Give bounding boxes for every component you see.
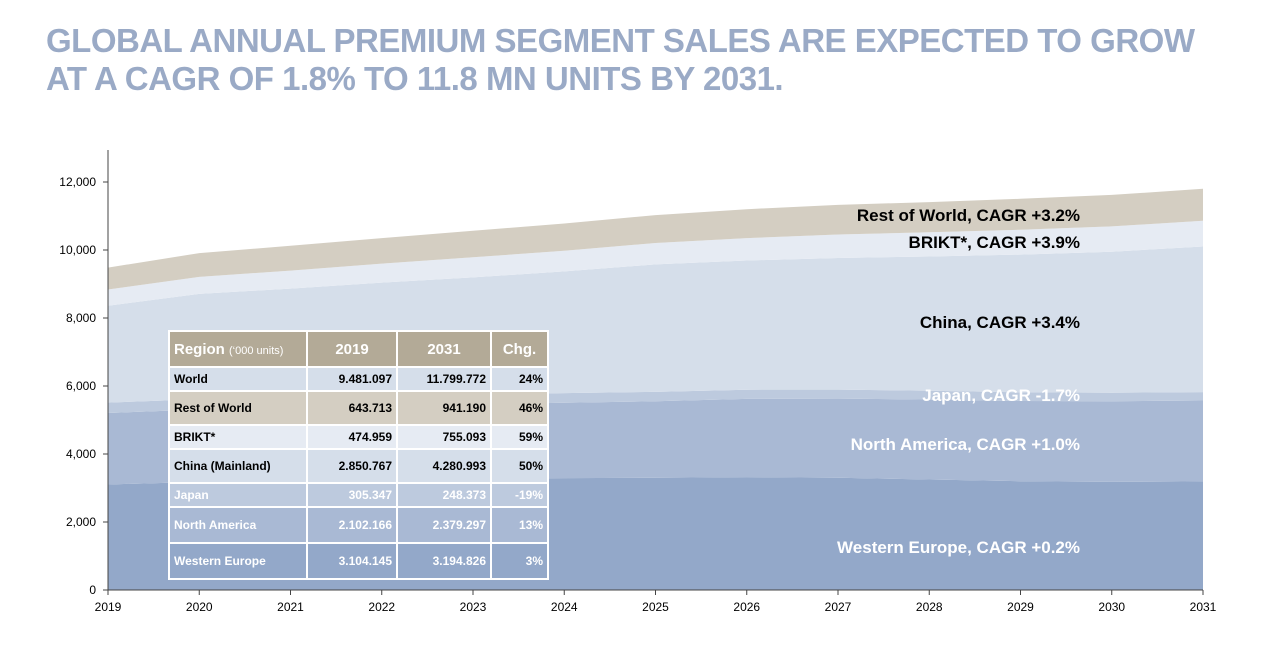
value-2031-cell: 2.379.297 xyxy=(396,506,492,544)
page-title: GLOBAL ANNUAL PREMIUM SEGMENT SALES ARE … xyxy=(46,22,1195,97)
value-2019-cell: 643.713 xyxy=(306,390,398,426)
header-change: Chg. xyxy=(490,330,549,368)
table-row: North America 2.102.166 2.379.297 13% xyxy=(168,506,549,544)
value-2019-cell: 305.347 xyxy=(306,482,398,508)
table-row: World 9.481.097 11.799.772 24% xyxy=(168,366,549,392)
table-header-row: Region (‘000 units) 2019 2031 Chg. xyxy=(168,330,549,368)
series-label-brikt-: BRIKT*, CAGR +3.9% xyxy=(909,233,1080,252)
area-brikt- xyxy=(108,220,1203,306)
series-label-western-europe: Western Europe, CAGR +0.2% xyxy=(837,538,1080,557)
region-cell: Rest of World xyxy=(168,390,308,426)
y-tick-label: 2,000 xyxy=(66,515,96,529)
series-label-rest-of-world: Rest of World, CAGR +3.2% xyxy=(857,206,1080,225)
region-cell: BRIKT* xyxy=(168,424,308,450)
x-tick-label: 2023 xyxy=(460,600,487,614)
region-cell: China (Mainland) xyxy=(168,448,308,484)
value-2031-cell: 941.190 xyxy=(396,390,492,426)
change-cell: -19% xyxy=(490,482,549,508)
change-cell: 13% xyxy=(490,506,549,544)
table-row: Western Europe 3.104.145 3.194.826 3% xyxy=(168,542,549,580)
x-tick-label: 2021 xyxy=(277,600,304,614)
region-cell: North America xyxy=(168,506,308,544)
header-unit-label: (‘000 units) xyxy=(229,344,284,357)
y-tick-label: 0 xyxy=(89,583,96,597)
value-2031-cell: 3.194.826 xyxy=(396,542,492,580)
x-tick-label: 2030 xyxy=(1098,600,1125,614)
y-tick-label: 10,000 xyxy=(59,243,96,257)
series-label-china-mainland-: China, CAGR +3.4% xyxy=(920,313,1080,332)
region-cell: Western Europe xyxy=(168,542,308,580)
value-2031-cell: 4.280.993 xyxy=(396,448,492,484)
area-rest-of-world xyxy=(108,188,1203,290)
header-2031: 2031 xyxy=(396,330,492,368)
x-tick-label: 2027 xyxy=(825,600,852,614)
x-tick-label: 2028 xyxy=(916,600,943,614)
header-2019: 2019 xyxy=(306,330,398,368)
change-cell: 3% xyxy=(490,542,549,580)
header-region: Region (‘000 units) xyxy=(168,330,308,368)
table-row: China (Mainland) 2.850.767 4.280.993 50% xyxy=(168,448,549,484)
value-2031-cell: 755.093 xyxy=(396,424,492,450)
y-tick-label: 4,000 xyxy=(66,447,96,461)
x-tick-label: 2031 xyxy=(1190,600,1217,614)
x-tick-label: 2022 xyxy=(368,600,395,614)
value-2019-cell: 2.102.166 xyxy=(306,506,398,544)
x-tick-label: 2019 xyxy=(95,600,122,614)
value-2019-cell: 3.104.145 xyxy=(306,542,398,580)
region-data-table: Region (‘000 units) 2019 2031 Chg. World… xyxy=(168,330,549,580)
y-tick-label: 8,000 xyxy=(66,311,96,325)
region-cell: World xyxy=(168,366,308,392)
header-region-label: Region xyxy=(174,340,225,358)
table-row: Japan 305.347 248.373 -19% xyxy=(168,482,549,508)
value-2019-cell: 9.481.097 xyxy=(306,366,398,392)
change-cell: 50% xyxy=(490,448,549,484)
y-tick-label: 12,000 xyxy=(59,175,96,189)
x-tick-label: 2024 xyxy=(551,600,578,614)
value-2031-cell: 11.799.772 xyxy=(396,366,492,392)
change-cell: 46% xyxy=(490,390,549,426)
x-tick-label: 2029 xyxy=(1007,600,1034,614)
change-cell: 59% xyxy=(490,424,549,450)
y-tick-label: 6,000 xyxy=(66,379,96,393)
value-2019-cell: 474.959 xyxy=(306,424,398,450)
table-row: Rest of World 643.713 941.190 46% xyxy=(168,390,549,426)
value-2031-cell: 248.373 xyxy=(396,482,492,508)
region-cell: Japan xyxy=(168,482,308,508)
change-cell: 24% xyxy=(490,366,549,392)
series-label-north-america: North America, CAGR +1.0% xyxy=(851,435,1080,454)
area-japan xyxy=(108,389,1203,413)
table-row: BRIKT* 474.959 755.093 59% xyxy=(168,424,549,450)
x-tick-label: 2026 xyxy=(733,600,760,614)
value-2019-cell: 2.850.767 xyxy=(306,448,398,484)
x-tick-label: 2020 xyxy=(186,600,213,614)
series-label-japan: Japan, CAGR -1.7% xyxy=(922,386,1080,405)
x-tick-label: 2025 xyxy=(642,600,669,614)
